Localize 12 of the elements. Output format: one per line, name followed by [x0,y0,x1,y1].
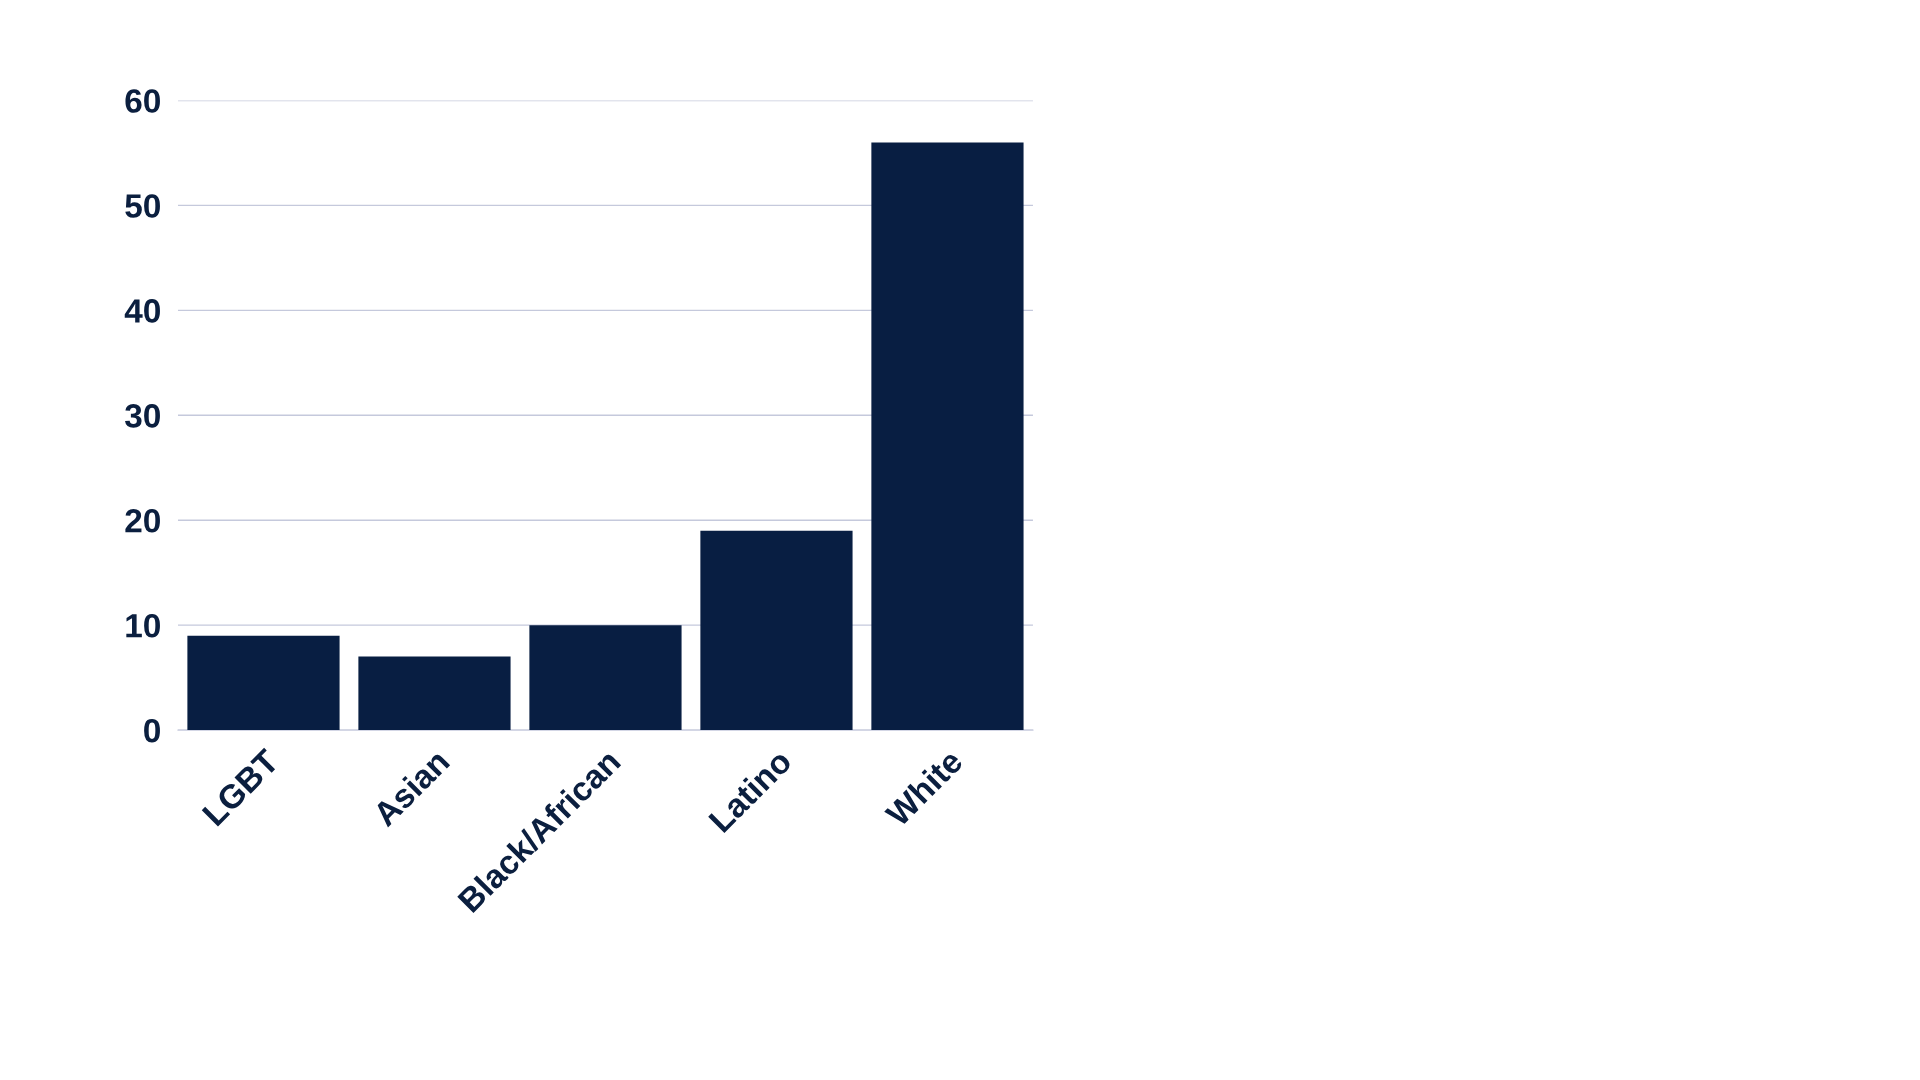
bar [529,625,682,731]
y-tick-label: 30 [125,404,160,428]
y-tick-label: 40 [124,299,160,323]
bar [871,142,1024,731]
y-tick-label: 0 [144,718,160,743]
y-tick-label: 20 [125,509,160,533]
y-tick-label: 50 [125,194,160,218]
bar [700,530,853,731]
y-tick-label: 60 [125,89,160,113]
bar [358,656,511,731]
bar [187,635,340,731]
y-tick-label: 10 [126,613,160,638]
